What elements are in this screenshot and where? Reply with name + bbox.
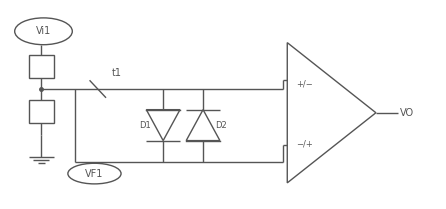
Text: t1: t1	[112, 68, 122, 78]
Text: Vi1: Vi1	[36, 26, 51, 36]
Text: +/−: +/−	[296, 79, 313, 88]
Text: −/+: −/+	[296, 139, 313, 148]
Text: D2: D2	[215, 121, 227, 130]
Bar	[29, 55, 54, 78]
Text: VF1: VF1	[85, 169, 103, 178]
Text: D1: D1	[140, 121, 151, 130]
Text: VO: VO	[401, 108, 414, 118]
Bar	[29, 100, 54, 123]
